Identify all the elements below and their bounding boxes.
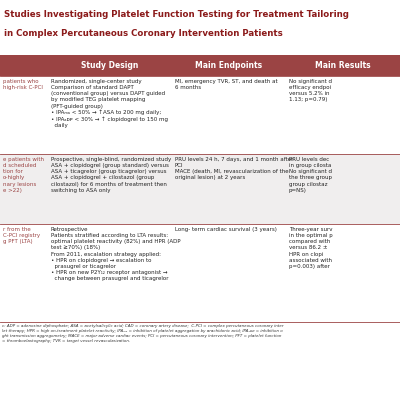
Text: c: ADP = adenosine diphosphate; ASA = acetylsalicylic acid; CAD = coronary arter: c: ADP = adenosine diphosphate; ASA = ac…	[2, 324, 284, 343]
Text: Main Results: Main Results	[315, 61, 371, 70]
Text: in Complex Percutaneous Coronary Intervention Patients: in Complex Percutaneous Coronary Interve…	[4, 29, 283, 38]
Bar	[0, 55, 48, 76]
Bar	[48, 55, 172, 76]
Text: PRU levels dec
in group cilosta
No significant d
the three group
group cilostaz
: PRU levels dec in group cilosta No signi…	[289, 157, 332, 193]
Text: r from the
C-PCI registry
g PFT (LTA): r from the C-PCI registry g PFT (LTA)	[3, 227, 40, 244]
Text: Study Design: Study Design	[81, 61, 139, 70]
Text: Prospective, single-blind, randomized study
ASA + clopidogrel (group standard) v: Prospective, single-blind, randomized st…	[51, 157, 171, 193]
Text: Long- term cardiac survival (3 years): Long- term cardiac survival (3 years)	[175, 227, 277, 232]
Text: Randomized, single-center study
Comparison of standard DAPT
(conventional group): Randomized, single-center study Comparis…	[51, 79, 168, 128]
Text: Studies Investigating Platelet Function Testing for Treatment Tailoring: Studies Investigating Platelet Function …	[4, 10, 349, 19]
Text: Retrospective
Patients stratified according to LTA results:
optimal platelet rea: Retrospective Patients stratified accord…	[51, 227, 180, 282]
Text: Three-year surv
in the optimal p
compared with
versus 86.2 ±
HPR on clopi
associ: Three-year surv in the optimal p compare…	[289, 227, 332, 269]
Text: Main Endpoints: Main Endpoints	[196, 61, 262, 70]
Text: No significant d
efficacy endpoi
versus 5.2% in
1.13; p=0.79): No significant d efficacy endpoi versus …	[289, 79, 332, 102]
Text: patients who
high-risk C-PCI: patients who high-risk C-PCI	[3, 79, 43, 90]
Text: e patients with
d scheduled
tion for
o-highly
nary lesions
e >22): e patients with d scheduled tion for o-h…	[3, 157, 44, 193]
Bar	[0, 224, 400, 322]
Bar	[0, 76, 400, 154]
Text: MI, emergency TVR, ST, and death at
6 months: MI, emergency TVR, ST, and death at 6 mo…	[175, 79, 278, 90]
Bar	[286, 55, 400, 76]
Text: PRU levels 24 h, 7 days, and 1 month after
PCI
MACE (death, MI, revascularizatio: PRU levels 24 h, 7 days, and 1 month aft…	[175, 157, 293, 180]
Bar	[0, 154, 400, 224]
Bar	[172, 55, 286, 76]
